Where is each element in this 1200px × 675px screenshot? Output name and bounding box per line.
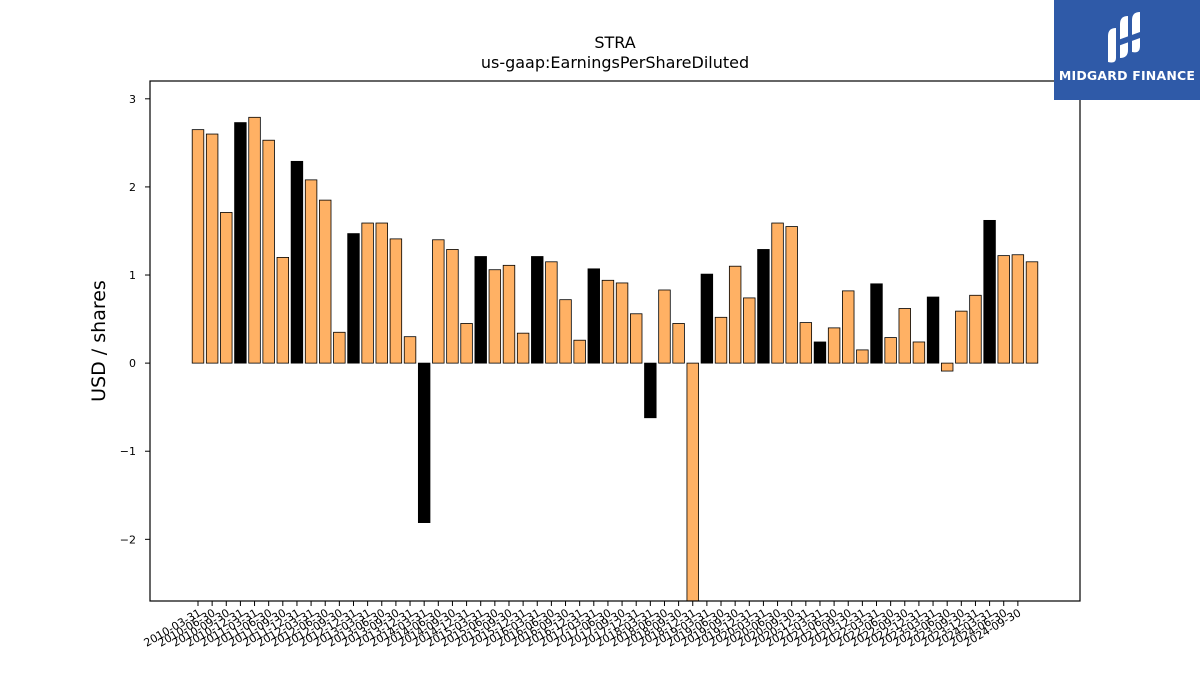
bar-2021-12-31 (856, 349, 869, 364)
bar-2017-03-31 (587, 268, 600, 364)
bar-2021-03-31 (813, 341, 827, 364)
bar-undefined (1025, 261, 1039, 364)
bar-2011-09-30 (276, 256, 290, 364)
bar-2023-09-30 (955, 310, 968, 364)
bar-2018-12-31 (686, 362, 699, 602)
bar-2024-03-31 (983, 219, 996, 364)
brand-name: MIDGARD FINANCE (1058, 68, 1196, 83)
bar-2016-12-31 (573, 339, 586, 364)
bar-2014-09-30 (446, 249, 459, 364)
y-tick-label: −2 (120, 533, 136, 546)
bar-2014-12-31 (460, 323, 473, 364)
bar-2012-09-30 (333, 331, 346, 364)
bar-2024-06-30 (997, 255, 1010, 364)
bar-2022-03-31 (870, 283, 883, 364)
y-tick-label: 2 (129, 181, 136, 194)
bar-2014-06-30 (432, 239, 445, 364)
bar-2022-12-31 (912, 341, 926, 364)
bar-2020-12-31 (799, 322, 813, 364)
bar-series (191, 116, 1039, 602)
bar-2023-12-31 (969, 294, 982, 364)
bar-2011-03-31 (248, 116, 261, 364)
bar-2020-03-31 (757, 249, 770, 364)
bar-2023-03-31 (926, 296, 940, 364)
bar-2022-06-30 (884, 337, 897, 364)
bar-2018-03-31 (644, 362, 657, 419)
bar-2017-09-30 (615, 282, 629, 364)
y-tick-label: 1 (129, 269, 136, 282)
bar-2018-06-30 (658, 289, 671, 364)
bar-2015-09-30 (502, 264, 516, 364)
bar-2014-03-31 (417, 362, 431, 523)
bar-2016-03-31 (531, 256, 544, 364)
bar-2015-06-30 (488, 269, 502, 364)
bar-2010-12-31 (234, 122, 247, 364)
y-axis-label: USD / shares (88, 280, 110, 402)
midgard-finance-logo-icon (1108, 12, 1140, 63)
bar-2019-09-30 (728, 265, 742, 364)
bar-2019-03-31 (700, 273, 714, 364)
bar-2016-09-30 (559, 299, 572, 364)
brand-logo: MIDGARD FINANCE (1054, 0, 1200, 100)
bar-2012-03-31 (304, 179, 318, 364)
bar-2023-06-30 (940, 362, 954, 372)
y-tick-label: 0 (129, 357, 136, 370)
bar-2012-12-31 (347, 233, 360, 364)
bar-2019-12-31 (743, 297, 756, 364)
bar-2012-06-30 (319, 199, 332, 364)
chart-title: STRA (594, 33, 635, 52)
bar-2018-09-30 (672, 323, 685, 364)
bar-2011-06-30 (262, 139, 275, 364)
y-tick-label: 3 (129, 93, 136, 106)
bar-2021-06-30 (827, 327, 841, 364)
bar-2010-09-30 (220, 212, 233, 364)
bar-2013-06-30 (375, 222, 388, 364)
bar-2017-06-30 (601, 279, 615, 364)
bar-2013-09-30 (389, 238, 403, 364)
bar-2021-09-30 (842, 290, 855, 364)
bar-2013-12-31 (403, 336, 417, 364)
bar-2020-09-30 (785, 226, 798, 364)
bar-2016-06-30 (545, 261, 558, 364)
chart-subtitle: us-gaap:EarningsPerShareDiluted (481, 53, 749, 72)
bar-2020-06-30 (771, 222, 784, 364)
bar-2010-06-30 (205, 133, 219, 364)
bar-2024-09-30 (1011, 254, 1025, 364)
plot-frame (149, 80, 1081, 602)
x-axis-ticks: 2010-03-312010-06-302010-09-302010-12-31… (142, 601, 1023, 650)
bar-2019-06-30 (714, 316, 728, 364)
bar-2011-12-31 (290, 160, 304, 364)
bar-2015-03-31 (474, 256, 487, 364)
bar-2017-12-31 (630, 313, 643, 364)
bar-2010-03-31 (191, 129, 205, 364)
bar-2015-12-31 (516, 332, 530, 364)
y-axis-ticks: 3 2 1 0 −1 −2 (120, 93, 150, 546)
bar-2013-03-31 (361, 222, 374, 364)
bar-2022-09-30 (898, 308, 911, 364)
y-tick-label: −1 (120, 445, 136, 458)
